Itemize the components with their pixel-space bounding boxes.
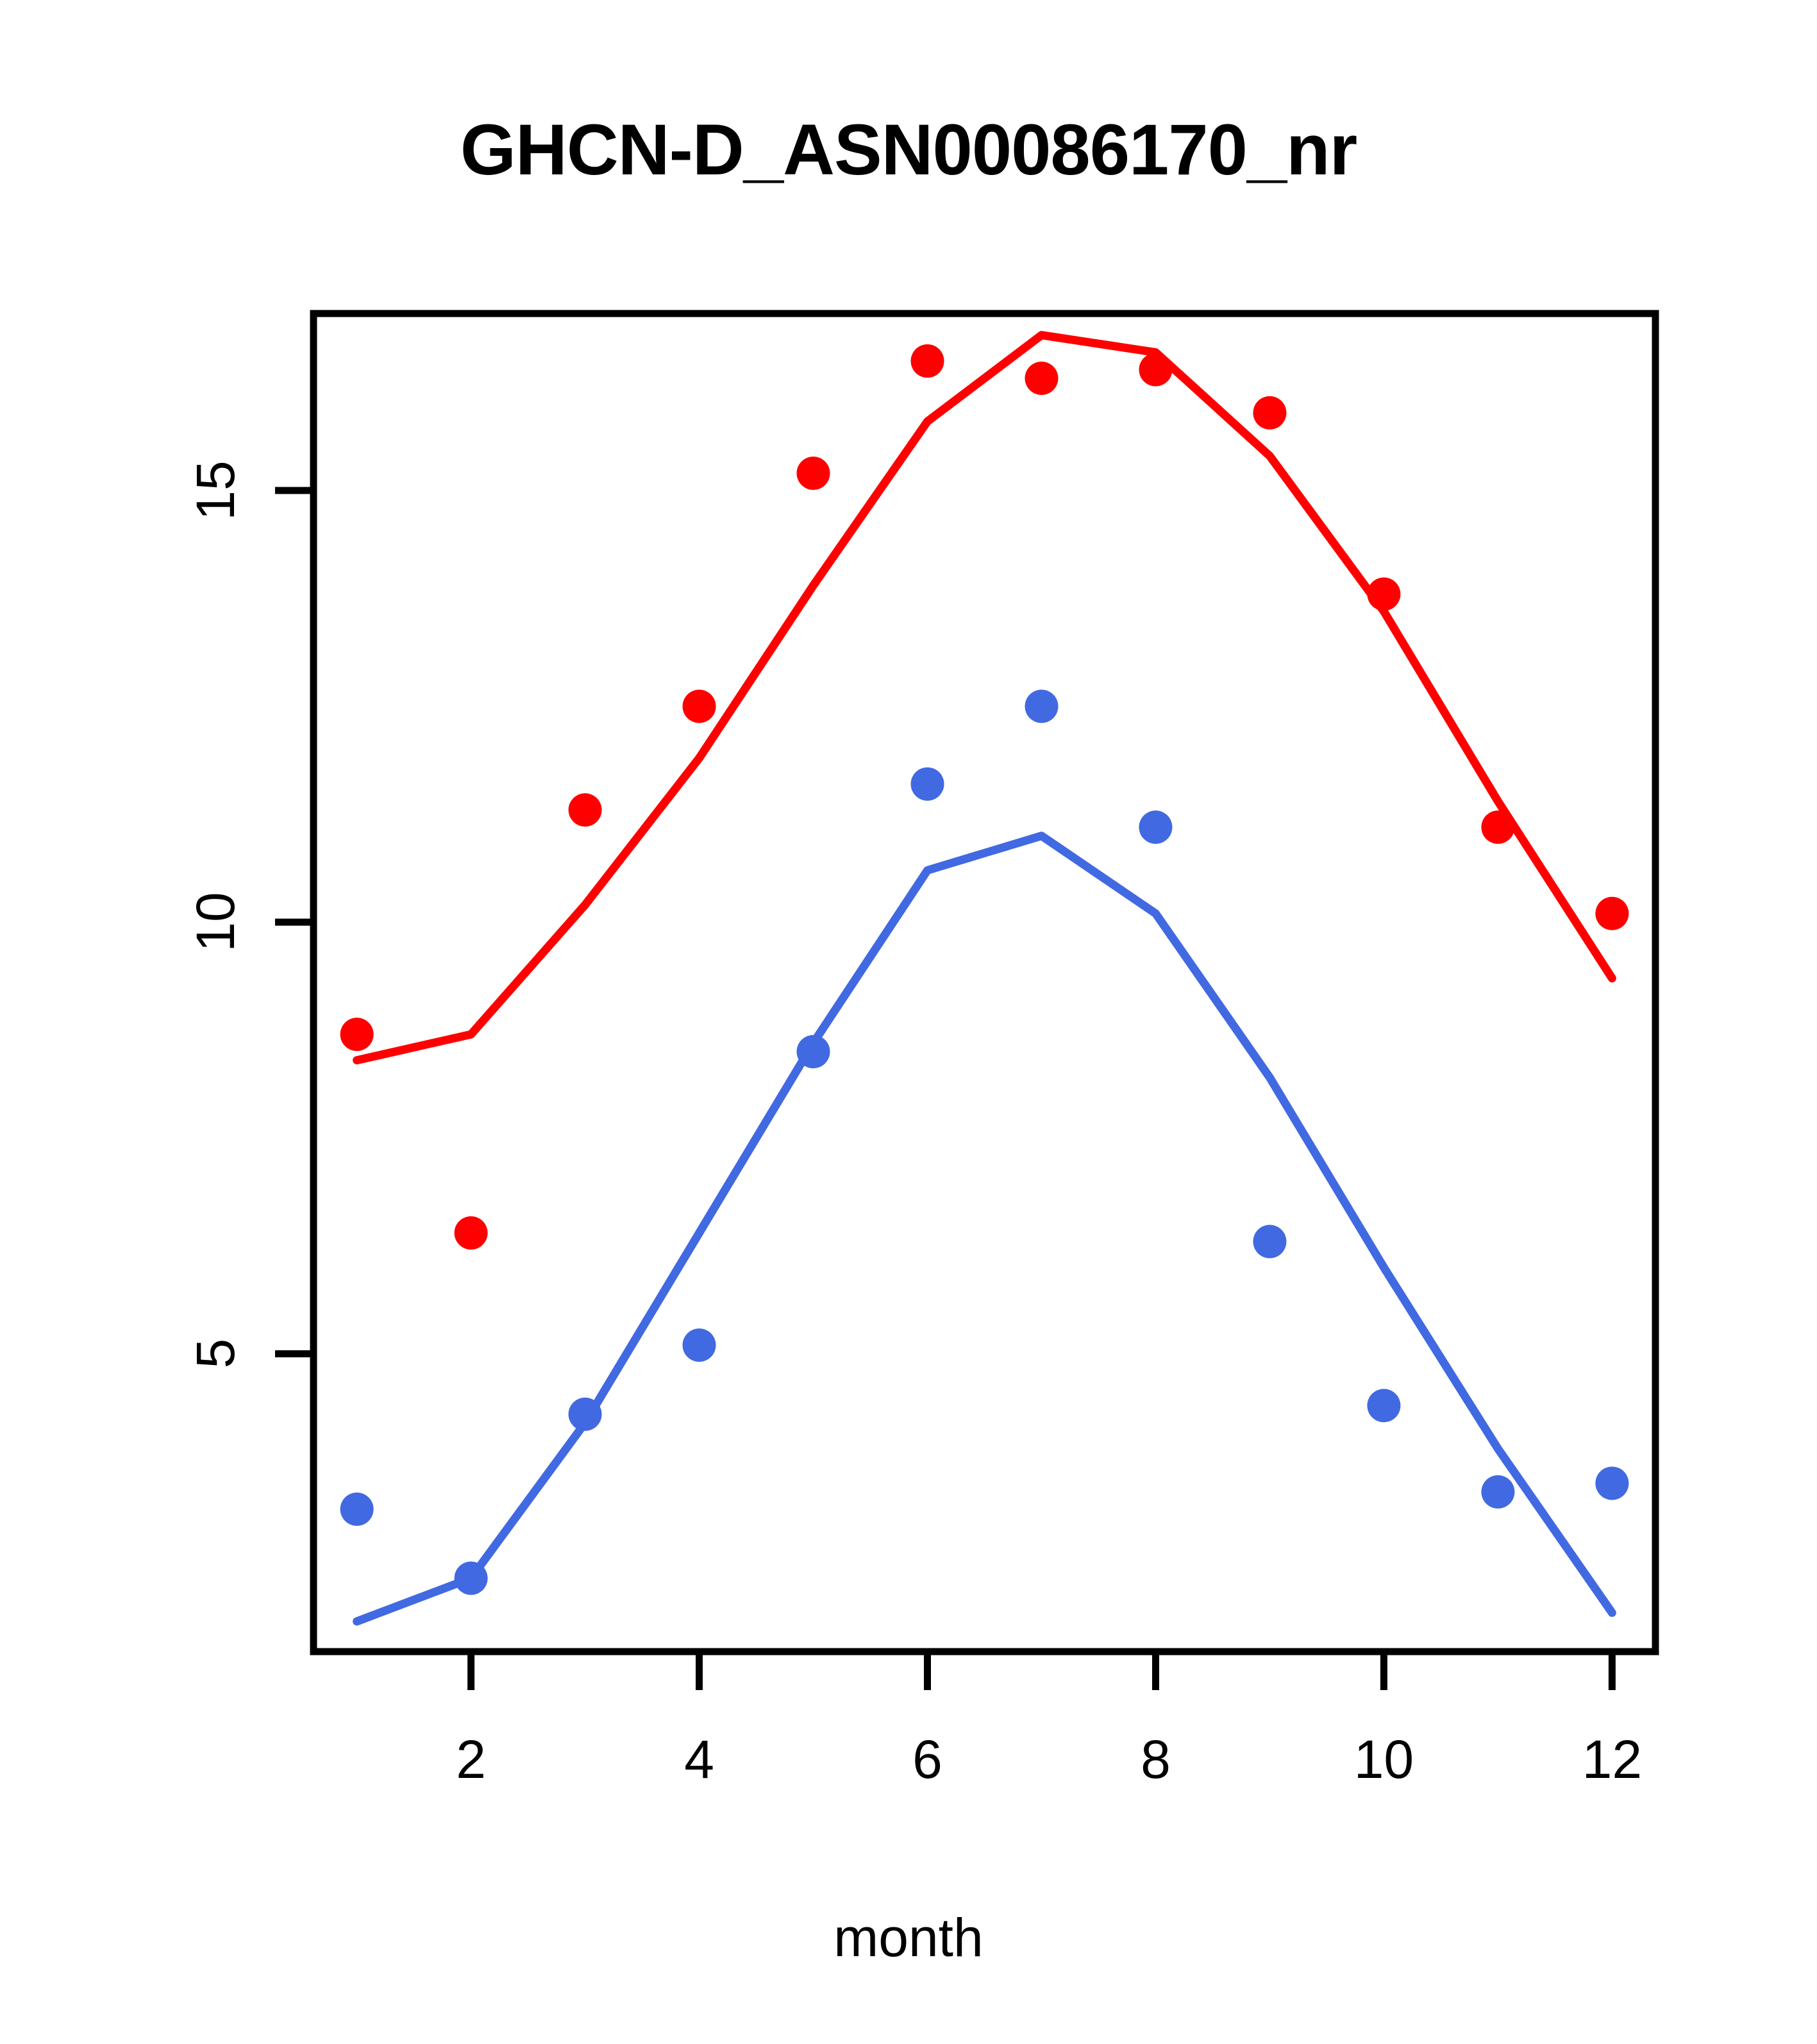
data-point <box>568 793 602 827</box>
series-tmin-fit-line <box>353 832 1616 1626</box>
x-tick-label: 12 <box>1582 1729 1643 1789</box>
data-point <box>910 767 944 801</box>
series-tmax-fit-line <box>353 331 1616 1065</box>
y-axis-ticks <box>275 487 314 1357</box>
data-point <box>1025 361 1059 395</box>
data-point <box>1253 1225 1287 1259</box>
y-tick-label: 10 <box>185 892 246 952</box>
y-tick-label: 5 <box>185 1339 246 1369</box>
page-title: GHCN-D_ASN00086170_nr <box>460 110 1357 190</box>
data-point <box>682 689 716 723</box>
axes-group <box>275 310 1659 1690</box>
data-point <box>1139 810 1173 844</box>
data-series-group <box>340 331 1629 1626</box>
data-point <box>340 1492 374 1526</box>
x-axis-label: month <box>833 1907 984 1968</box>
data-point <box>340 1018 374 1051</box>
fit-line <box>353 331 1616 1065</box>
plot-border <box>310 310 1659 1655</box>
x-axis-ticks <box>467 1652 1616 1690</box>
x-tick-label: 10 <box>1353 1729 1414 1789</box>
data-point <box>796 457 830 490</box>
data-point <box>1025 689 1059 723</box>
fit-line <box>353 832 1616 1626</box>
series-tmin-points <box>340 689 1629 1595</box>
x-tick-label: 2 <box>456 1729 486 1789</box>
x-tick-label: 8 <box>1141 1729 1171 1789</box>
data-point <box>910 344 944 378</box>
data-point <box>1253 396 1287 430</box>
x-tick-label: 6 <box>912 1729 942 1789</box>
series-tmax-points <box>340 344 1629 1250</box>
data-point <box>1595 1466 1629 1500</box>
data-point <box>1481 1475 1515 1509</box>
data-point <box>1367 1389 1401 1423</box>
data-point <box>1595 896 1629 930</box>
x-tick-label: 4 <box>684 1729 714 1789</box>
data-point <box>454 1216 488 1250</box>
data-point <box>682 1328 716 1362</box>
y-tick-label: 15 <box>185 460 246 521</box>
